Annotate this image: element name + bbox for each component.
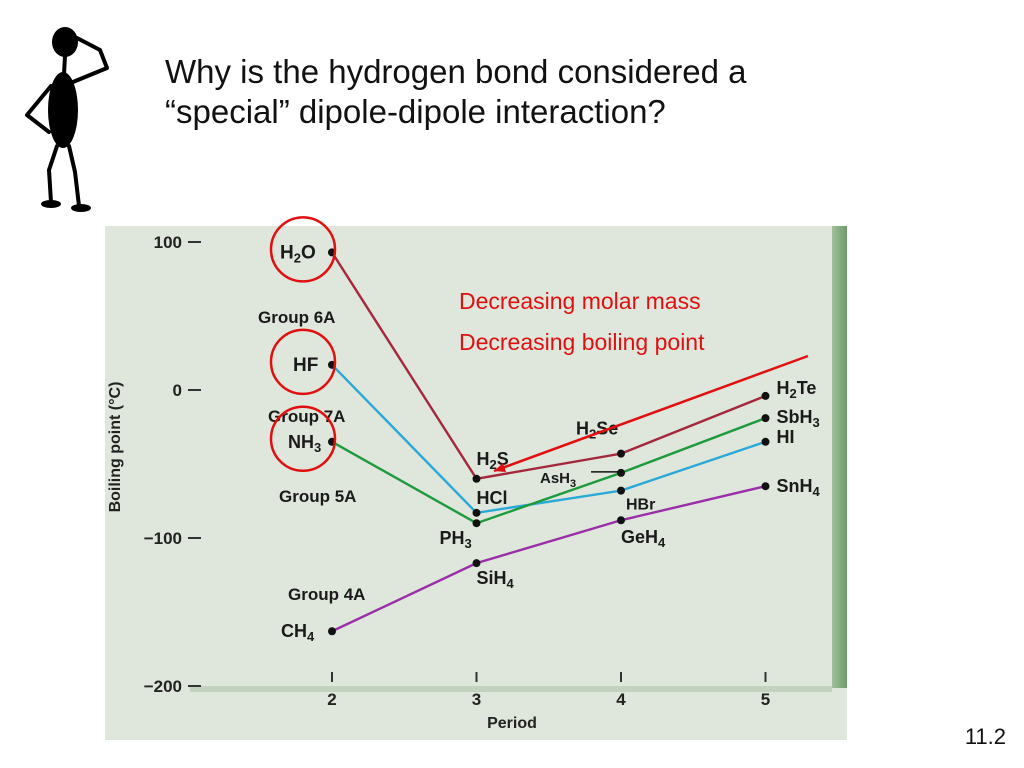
point-label: HCl	[477, 488, 508, 508]
data-point	[761, 414, 770, 423]
point-label: H2Te	[777, 378, 817, 401]
annotation-arrow-head	[494, 463, 506, 472]
highlight-circle	[269, 216, 337, 283]
data-point	[617, 516, 625, 525]
point-label: H2S	[477, 449, 509, 472]
slide-title: Why is the hydrogen bond considered a “s…	[165, 52, 985, 132]
highlight-circle	[269, 328, 337, 396]
data-point	[472, 474, 481, 483]
group-label: Group 5A	[279, 487, 356, 506]
y-tick-label: 0	[173, 381, 182, 400]
data-point	[617, 486, 625, 495]
point-label: HI	[777, 427, 795, 447]
y-axis-label: Boiling point (°C)	[107, 382, 124, 513]
point-label: SbH3	[777, 407, 820, 430]
series-line-1	[330, 251, 766, 481]
chart-right-edge	[832, 226, 847, 688]
x-axis-label: Period	[487, 715, 537, 732]
point-label: H2O	[280, 242, 316, 265]
x-tick-label: 2	[327, 690, 336, 709]
data-point	[761, 482, 770, 491]
y-tick-label: −200	[144, 677, 182, 696]
series-line-4	[331, 485, 766, 633]
data-point	[761, 437, 770, 446]
series-line-2	[331, 364, 766, 515]
point-label: PH3	[440, 528, 472, 551]
highlight-circle	[269, 405, 337, 473]
point-label: SiH4	[477, 568, 515, 591]
point-label: GeH4	[621, 527, 666, 550]
data-point	[472, 519, 481, 528]
point-label: SnH4	[777, 476, 821, 499]
point-label: AsH3	[540, 470, 576, 490]
data-point	[472, 508, 481, 517]
group-label: Group 6A	[258, 308, 335, 327]
x-tick-label: 3	[472, 690, 481, 709]
title-line-1: Why is the hydrogen bond considered a	[165, 53, 747, 90]
annotation-line-2: Decreasing boiling point	[459, 329, 705, 355]
point-label: NH3	[288, 432, 321, 455]
series-line-3	[331, 416, 766, 525]
data-point	[328, 627, 336, 636]
point-label: CH4	[281, 621, 315, 644]
chart-background	[105, 226, 847, 740]
point-label: HBr	[626, 497, 655, 514]
data-point	[472, 559, 481, 568]
slide-number: 11.2	[964, 724, 1006, 749]
x-tick-label: 5	[761, 690, 770, 709]
y-tick-label: −100	[144, 529, 182, 548]
chart-bottom-edge	[190, 686, 832, 692]
title-line-2: “special” dipole-dipole interaction?	[165, 93, 666, 130]
data-point	[761, 391, 770, 400]
annotation-arrow	[493, 354, 809, 473]
data-point	[617, 468, 625, 477]
y-tick-label: 100	[154, 233, 182, 252]
point-label: HF	[293, 355, 318, 376]
annotation-line-1: Decreasing molar mass	[459, 288, 701, 314]
group-label: Group 4A	[288, 585, 365, 604]
thinking-stick-figure-icon	[25, 27, 109, 212]
data-point	[617, 449, 625, 458]
x-tick-label: 4	[616, 690, 626, 709]
